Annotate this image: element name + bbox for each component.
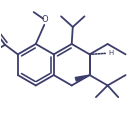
Text: H: H [109,50,114,56]
Text: O: O [42,15,48,24]
Polygon shape [75,75,90,81]
